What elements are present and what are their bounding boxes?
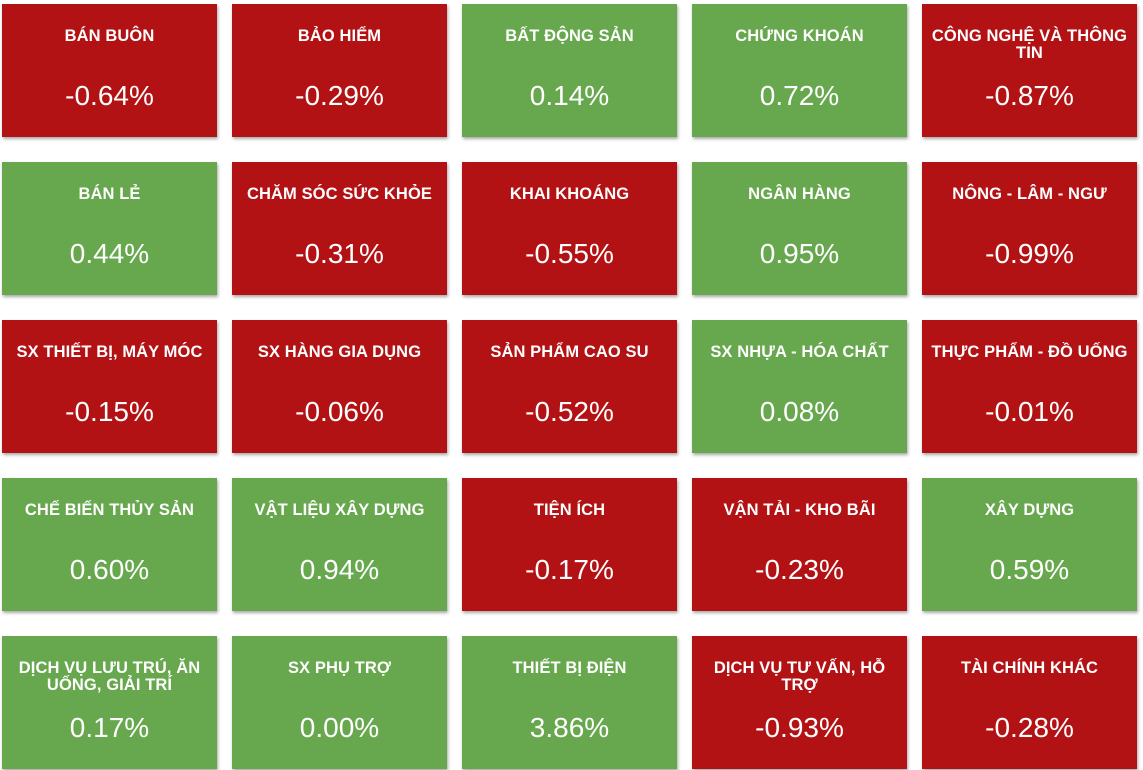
- sector-tile[interactable]: KHAI KHOÁNG -0.55%: [462, 162, 677, 295]
- sector-change: -0.28%: [985, 712, 1074, 743]
- sector-tile[interactable]: SX PHỤ TRỢ 0.00%: [232, 636, 447, 769]
- sector-tile[interactable]: XÂY DỰNG 0.59%: [922, 478, 1137, 611]
- sector-tile[interactable]: CHỨNG KHOÁN 0.72%: [692, 4, 907, 137]
- sector-change: 0.95%: [759, 238, 840, 269]
- sector-change: 0.44%: [69, 238, 150, 269]
- sector-change: -0.64%: [65, 80, 154, 111]
- sector-tile[interactable]: NGÂN HÀNG 0.95%: [692, 162, 907, 295]
- sector-name: CÔNG NGHỆ VÀ THÔNG TIN: [931, 27, 1128, 62]
- sector-change: -0.55%: [525, 238, 614, 269]
- sector-change: -0.01%: [985, 396, 1074, 427]
- sector-name: NGÂN HÀNG: [748, 185, 851, 203]
- sector-name: SX PHỤ TRỢ: [287, 659, 392, 677]
- sector-tile[interactable]: THIẾT BỊ ĐIỆN 3.86%: [462, 636, 677, 769]
- sector-change: -0.52%: [525, 396, 614, 427]
- sector-change: 0.60%: [69, 554, 150, 585]
- sector-tile[interactable]: TÀI CHÍNH KHÁC -0.28%: [922, 636, 1137, 769]
- sector-name: VẬT LIỆU XÂY DỰNG: [254, 501, 425, 519]
- sector-tile[interactable]: SX HÀNG GIA DỤNG -0.06%: [232, 320, 447, 453]
- sector-name: VẬN TẢI - KHO BÃI: [723, 501, 876, 519]
- sector-tile[interactable]: CHĂM SÓC SỨC KHỎE -0.31%: [232, 162, 447, 295]
- sector-name: THỰC PHẨM - ĐỒ UỐNG: [931, 343, 1128, 361]
- sector-tile[interactable]: DỊCH VỤ LƯU TRÚ, ĂN UỐNG, GIẢI TRÍ 0.17%: [2, 636, 217, 769]
- sector-change: -0.17%: [525, 554, 614, 585]
- sector-tile[interactable]: BẤT ĐỘNG SẢN 0.14%: [462, 4, 677, 137]
- sector-name: KHAI KHOÁNG: [509, 185, 630, 203]
- sector-change: -0.87%: [985, 80, 1074, 111]
- sector-change: -0.06%: [295, 396, 384, 427]
- sector-name: NÔNG - LÂM - NGƯ: [952, 185, 1107, 203]
- sector-change: -0.23%: [755, 554, 844, 585]
- sector-tile[interactable]: BẢO HIỂM -0.29%: [232, 4, 447, 137]
- sector-name: BẢO HIỂM: [297, 27, 382, 45]
- sector-tile[interactable]: VẬN TẢI - KHO BÃI -0.23%: [692, 478, 907, 611]
- sector-name: BÁN BUÔN: [64, 27, 155, 45]
- sector-change: 3.86%: [529, 712, 610, 743]
- sector-tile[interactable]: SX NHỰA - HÓA CHẤT 0.08%: [692, 320, 907, 453]
- sector-change: -0.93%: [755, 712, 844, 743]
- sector-change: 0.94%: [299, 554, 380, 585]
- sector-name: SX NHỰA - HÓA CHẤT: [710, 343, 889, 361]
- sector-tile[interactable]: BÁN LẺ 0.44%: [2, 162, 217, 295]
- sector-name: SẢN PHẨM CAO SU: [490, 343, 649, 361]
- sector-change: 0.00%: [299, 712, 380, 743]
- sector-change: 0.08%: [759, 396, 840, 427]
- sector-change: 0.59%: [989, 554, 1070, 585]
- sector-tile[interactable]: CÔNG NGHỆ VÀ THÔNG TIN -0.87%: [922, 4, 1137, 137]
- sector-change: -0.31%: [295, 238, 384, 269]
- sector-name: THIẾT BỊ ĐIỆN: [512, 659, 627, 677]
- sector-tile[interactable]: NÔNG - LÂM - NGƯ -0.99%: [922, 162, 1137, 295]
- sector-tile[interactable]: CHẾ BIẾN THỦY SẢN 0.60%: [2, 478, 217, 611]
- sector-name: SX HÀNG GIA DỤNG: [257, 343, 422, 361]
- sector-name: BẤT ĐỘNG SẢN: [505, 27, 634, 45]
- sector-name: TÀI CHÍNH KHÁC: [960, 659, 1099, 677]
- sector-tile[interactable]: THỰC PHẨM - ĐỒ UỐNG -0.01%: [922, 320, 1137, 453]
- sector-tile[interactable]: SẢN PHẨM CAO SU -0.52%: [462, 320, 677, 453]
- sector-name: DỊCH VỤ TƯ VẤN, HỖ TRỢ: [713, 659, 886, 694]
- sector-change: 0.72%: [759, 80, 840, 111]
- sector-tile[interactable]: VẬT LIỆU XÂY DỰNG 0.94%: [232, 478, 447, 611]
- sector-name: BÁN LẺ: [78, 185, 141, 203]
- sector-tile[interactable]: SX THIẾT BỊ, MÁY MÓC -0.15%: [2, 320, 217, 453]
- sector-name: TIỆN ÍCH: [533, 501, 606, 519]
- sector-name: CHĂM SÓC SỨC KHỎE: [247, 185, 432, 203]
- sector-change: 0.14%: [529, 80, 610, 111]
- sector-change: -0.99%: [985, 238, 1074, 269]
- sector-name: CHẾ BIẾN THỦY SẢN: [24, 501, 195, 519]
- sector-change: -0.15%: [65, 396, 154, 427]
- sector-name: DỊCH VỤ LƯU TRÚ, ĂN UỐNG, GIẢI TRÍ: [18, 659, 201, 694]
- sector-name: SX THIẾT BỊ, MÁY MÓC: [16, 343, 203, 361]
- sector-name: CHỨNG KHOÁN: [735, 27, 864, 45]
- sector-tile[interactable]: TIỆN ÍCH -0.17%: [462, 478, 677, 611]
- sector-tile[interactable]: BÁN BUÔN -0.64%: [2, 4, 217, 137]
- sector-tile[interactable]: DỊCH VỤ TƯ VẤN, HỖ TRỢ -0.93%: [692, 636, 907, 769]
- sector-change: 0.17%: [69, 712, 150, 743]
- sector-name: XÂY DỰNG: [984, 501, 1075, 519]
- sector-change: -0.29%: [295, 80, 384, 111]
